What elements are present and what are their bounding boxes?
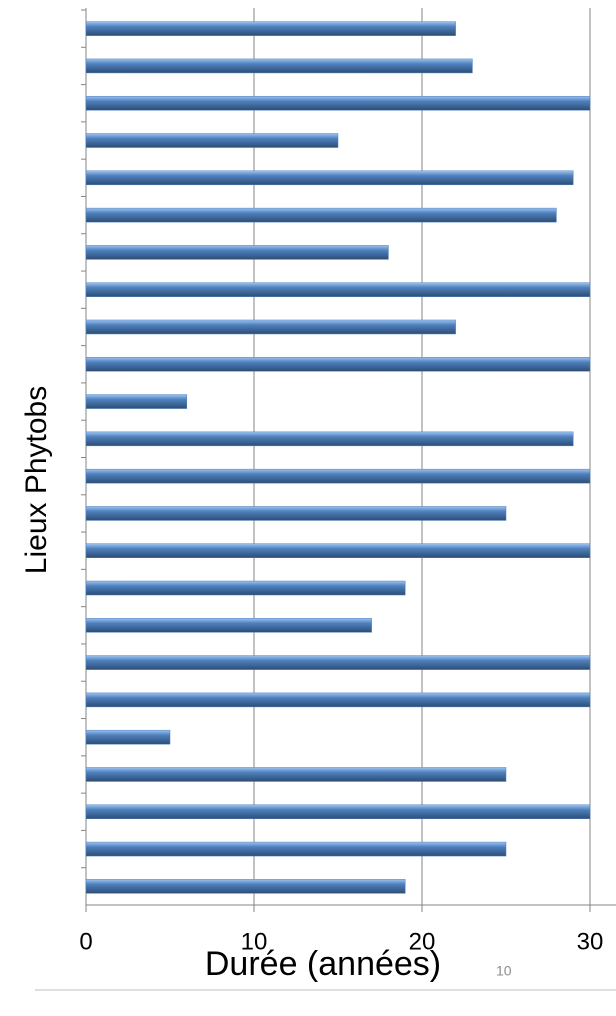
bar <box>85 804 591 820</box>
bar <box>85 767 507 782</box>
bar <box>85 468 591 484</box>
bar <box>85 245 389 260</box>
bar <box>85 58 473 74</box>
x-tick-label: 0 <box>79 928 92 955</box>
x-tick-label: 30 <box>577 928 604 955</box>
bar <box>85 729 171 745</box>
bar <box>85 394 188 409</box>
bar <box>85 133 339 148</box>
bar <box>85 618 372 633</box>
bar <box>85 431 574 447</box>
bar <box>85 841 507 857</box>
bar <box>85 692 591 708</box>
x-tick-label: 10 <box>241 928 268 955</box>
bar <box>85 655 591 670</box>
bar <box>85 580 406 596</box>
bar <box>85 282 591 297</box>
bar <box>85 357 591 372</box>
bar <box>85 543 591 558</box>
bar <box>85 506 507 521</box>
bar <box>85 170 574 186</box>
x-tick-label: 20 <box>409 928 436 955</box>
y-axis-label: Lieux Phytobs <box>20 386 53 574</box>
bar <box>85 319 456 335</box>
page-number: 10 <box>496 963 512 979</box>
bar <box>85 95 591 111</box>
x-axis-label: Durée (années) <box>205 945 441 983</box>
bar <box>85 879 406 894</box>
bar <box>85 207 557 223</box>
bar <box>85 21 456 36</box>
